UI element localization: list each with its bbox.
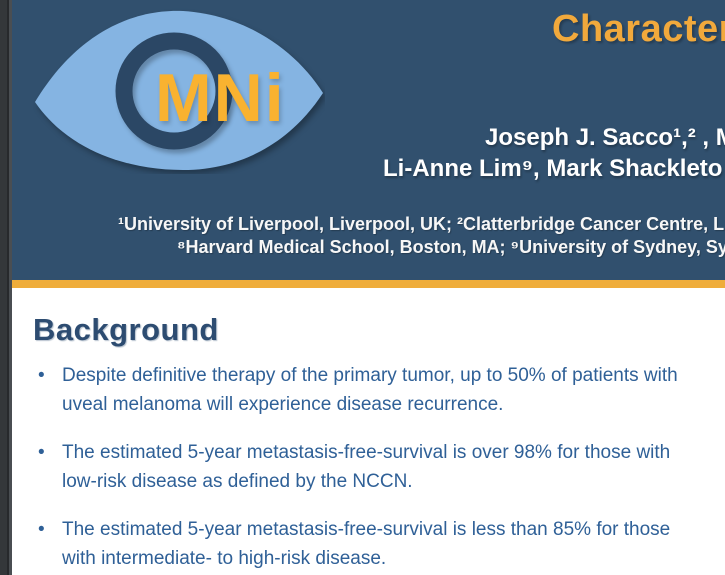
eye-logo-icon: MNi xyxy=(35,10,323,170)
gold-divider-bar xyxy=(12,280,725,288)
poster-header: MNi Character Joseph J. Sacco¹,² , M Li-… xyxy=(12,0,725,280)
poster-page: MNi Character Joseph J. Sacco¹,² , M Li-… xyxy=(12,0,725,575)
bullet-item: The estimated 5-year metastasis-free-sur… xyxy=(33,515,681,573)
background-section: Background Despite definitive therapy of… xyxy=(12,288,725,575)
logo-text: MNi xyxy=(155,60,286,136)
bullet-item: The estimated 5-year metastasis-free-sur… xyxy=(33,438,681,496)
authors-line-1: Joseph J. Sacco¹,² , M xyxy=(485,124,725,151)
bullet-item: Despite definitive therapy of the primar… xyxy=(33,361,681,419)
poster-title: Character xyxy=(552,8,725,50)
authors-line-2: Li-Anne Lim⁹, Mark Shackleto xyxy=(383,155,723,182)
iris-ring-icon xyxy=(115,32,233,150)
mni-eye-logo: MNi xyxy=(33,7,325,174)
affiliations-line-2: ⁸Harvard Medical School, Boston, MA; ⁹Un… xyxy=(177,237,725,257)
affiliations-line-1: ¹University of Liverpool, Liverpool, UK;… xyxy=(118,214,725,234)
viewer-edge-line-dark xyxy=(7,0,9,575)
viewer-edge-line-light xyxy=(9,0,12,575)
background-bullet-list: Despite definitive therapy of the primar… xyxy=(33,361,681,573)
viewer-edge-strip xyxy=(0,0,12,575)
eye-outline-shape xyxy=(35,10,323,170)
section-title: Background xyxy=(33,312,219,347)
